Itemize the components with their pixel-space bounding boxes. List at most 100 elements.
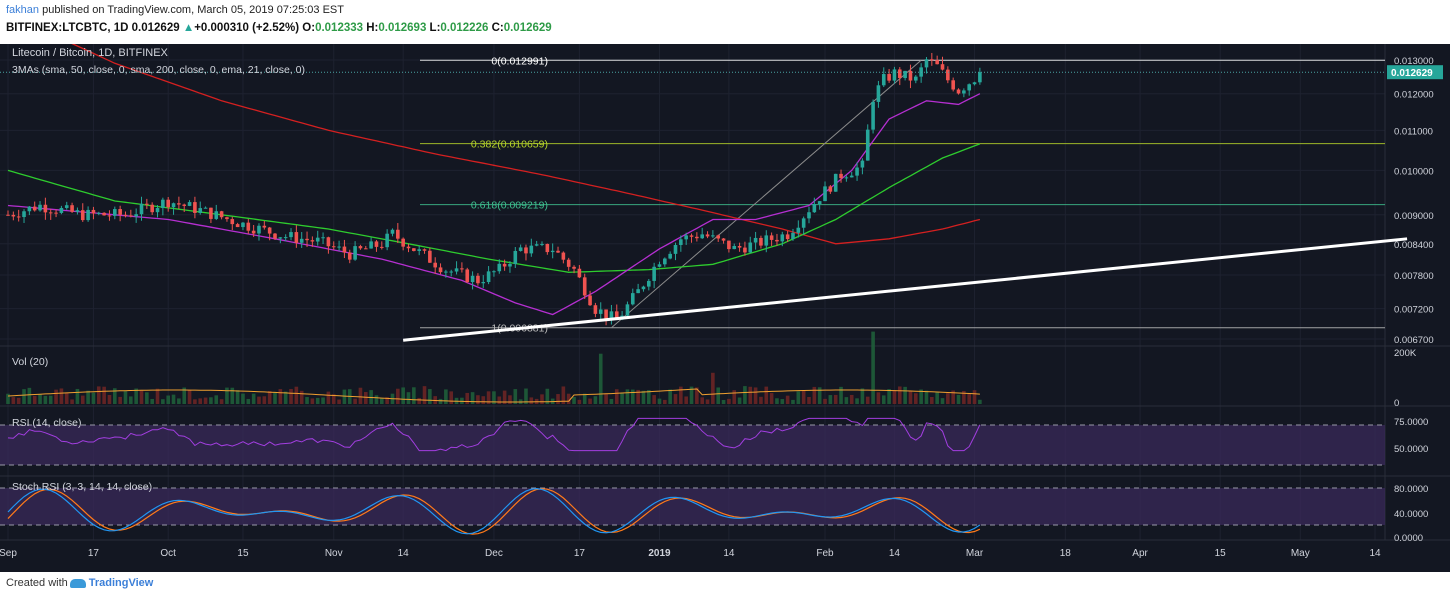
candle-body <box>812 204 817 213</box>
volume-ma-line <box>7 388 980 403</box>
candle-body <box>630 293 635 305</box>
volume-bar <box>171 394 176 404</box>
volume-bar <box>492 391 496 404</box>
candle-body <box>529 245 534 254</box>
change-up-icon: ▲ <box>182 22 195 34</box>
candle-body <box>134 214 138 217</box>
candle-body <box>257 225 261 234</box>
candle-body <box>833 173 838 192</box>
candle-body <box>641 286 646 290</box>
candle-body <box>679 239 683 245</box>
volume-bar <box>155 388 160 404</box>
volume-bar <box>86 390 90 404</box>
candle-body <box>518 247 523 251</box>
author-link[interactable]: fakhan <box>6 4 40 16</box>
volume-bar <box>711 372 715 404</box>
volume-bar <box>860 388 865 404</box>
volume-bar <box>139 390 144 404</box>
candle-body <box>43 204 48 213</box>
volume-bar <box>780 399 785 404</box>
rsi-tick-mid: 50.0000 <box>1394 444 1428 455</box>
candle-body <box>647 280 651 287</box>
candle-body <box>305 238 309 241</box>
volume-bar <box>609 398 614 404</box>
volume-bar <box>775 398 779 404</box>
candle-body <box>412 248 416 251</box>
volume-bar <box>807 396 811 404</box>
volume-bar <box>406 392 411 404</box>
volume-bar <box>262 396 267 404</box>
candle-body <box>107 215 112 217</box>
volume-bar <box>486 391 491 404</box>
volume-bar <box>32 395 37 404</box>
candle-body <box>534 244 539 246</box>
price-tick-label: 0.012000 <box>1394 90 1434 101</box>
candle-body <box>951 80 955 90</box>
time-tick-label: Oct <box>160 548 176 559</box>
volume-bar <box>582 393 587 404</box>
candle-body <box>225 217 229 220</box>
volume-bar <box>951 390 955 404</box>
volume-bar <box>70 399 74 404</box>
volume-bar <box>657 398 662 404</box>
candle-body <box>673 244 678 254</box>
candle-body <box>139 203 144 215</box>
candle-body <box>209 207 213 219</box>
volume-bar <box>930 396 934 404</box>
volume-bar <box>294 386 299 404</box>
candle-body <box>48 212 53 214</box>
candle-body <box>326 237 331 247</box>
candle-body <box>556 250 560 253</box>
candle-body <box>273 233 277 239</box>
fibonacci-levels: 0(0.012991) 0.382(0.010659) 0.618(0.009219… <box>420 55 1385 335</box>
volume-bar <box>620 392 624 404</box>
volume-bar <box>753 387 758 404</box>
time-tick-label: 14 <box>1369 548 1381 559</box>
support-trendline[interactable] <box>403 237 1408 342</box>
volume-bar <box>129 396 133 404</box>
volume-bar <box>849 394 854 404</box>
candle-body <box>150 204 154 213</box>
volume-bar <box>743 386 747 404</box>
chart-canvas[interactable]: 0(0.012991) 0.382(0.010659) 0.618(0.009219… <box>0 44 1450 572</box>
candle-body <box>609 311 614 319</box>
volume-bar <box>353 398 357 404</box>
candle-body <box>737 246 742 248</box>
candle-body <box>897 69 902 79</box>
volume-bar <box>647 390 651 404</box>
candle-body <box>401 238 405 247</box>
candle-body <box>422 249 427 251</box>
publish-line: fakhan published on TradingView.com, Mar… <box>6 4 344 16</box>
candle-body <box>759 237 763 246</box>
candle-body <box>566 259 571 267</box>
price-tick-label: 0.008400 <box>1394 240 1434 251</box>
candle-body <box>550 250 555 253</box>
volume-bar <box>203 397 208 404</box>
volume-bar <box>38 393 42 404</box>
candle-body <box>508 263 512 267</box>
last-price: 0.012629 <box>131 22 180 34</box>
volume-bar <box>545 388 550 404</box>
tradingview-brand[interactable]: TradingView <box>88 577 154 589</box>
candle-body <box>844 177 849 179</box>
candle-body <box>406 246 411 249</box>
last-price-marker: 0.012629 <box>0 65 1443 80</box>
time-tick-label: 17 <box>88 548 100 559</box>
time-tick-label: 15 <box>1215 548 1227 559</box>
volume-bar <box>305 397 309 404</box>
volume-bar <box>417 397 421 404</box>
candle-body <box>155 208 160 213</box>
ema21-line <box>7 93 981 316</box>
volume-bar <box>785 395 790 404</box>
fib-level-label: 0.618(0.009219) <box>471 200 548 212</box>
volume-bar <box>465 392 470 404</box>
volume-bar <box>791 399 795 404</box>
volume-bar <box>908 391 913 404</box>
candle-body <box>860 160 865 168</box>
quote-line: BITFINEX:LTCBTC, 1D 0.012629 ▲+0.000310 … <box>6 22 552 34</box>
candlesticks[interactable] <box>6 52 982 326</box>
last-price-box <box>1387 65 1443 80</box>
volume-bar <box>214 395 219 404</box>
candle-body <box>166 199 170 208</box>
volume-bar <box>177 398 181 404</box>
